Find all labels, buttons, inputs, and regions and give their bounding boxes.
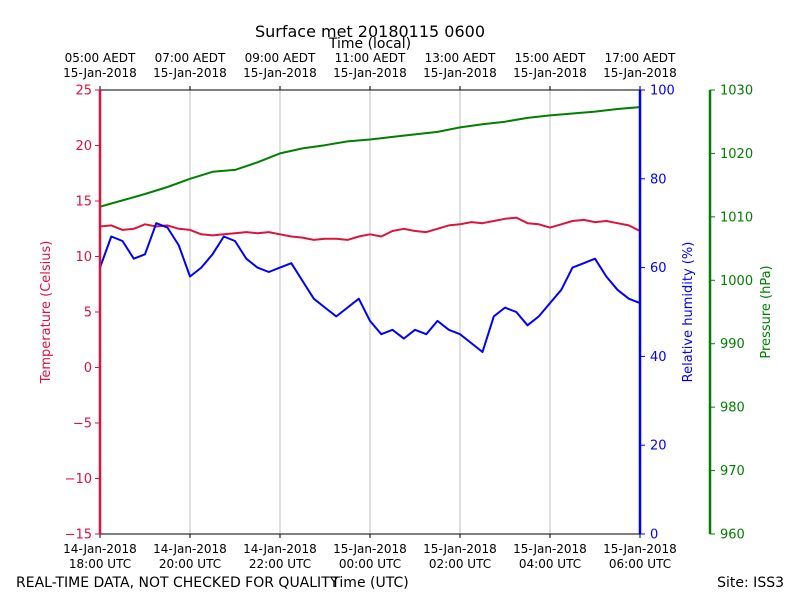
y-tick-label: 20 xyxy=(75,139,92,154)
x-tick-label-time: 02:00 UTC xyxy=(429,557,491,571)
top-tick-label-time: 13:00 AEDT xyxy=(425,51,496,65)
top-tick-label-time: 07:00 AEDT xyxy=(155,51,226,65)
y-tick-label: −15 xyxy=(65,528,92,543)
series-line-1 xyxy=(99,222,641,353)
y-tick-label: 80 xyxy=(650,172,667,187)
x-tick-label-time: 00:00 UTC xyxy=(339,557,401,571)
y-tick-label: −5 xyxy=(73,417,92,432)
x-axis-label: Time (UTC) xyxy=(330,575,408,591)
y-tick-label: 990 xyxy=(720,337,745,352)
gridlines xyxy=(189,90,551,534)
top-tick-label-time: 11:00 AEDT xyxy=(335,51,406,65)
x-tick-label-time: 22:00 UTC xyxy=(249,557,311,571)
x-tick-label-time: 06:00 UTC xyxy=(609,557,671,571)
top-tick-label-time: 15:00 AEDT xyxy=(515,51,586,65)
top-tick-label-date: 15-Jan-2018 xyxy=(333,66,407,80)
y-tick-label: 100 xyxy=(650,84,675,99)
y-axis-label-0: Temperature (Celsius) xyxy=(39,241,54,385)
y-axis-label-2: Pressure (hPa) xyxy=(759,265,774,358)
top-tick-label-date: 15-Jan-2018 xyxy=(243,66,317,80)
series-line-0 xyxy=(99,216,641,241)
y-tick-label: 970 xyxy=(720,464,745,479)
y-tick-label: 980 xyxy=(720,401,745,416)
y-tick-label: 1030 xyxy=(720,84,753,99)
series-line-2 xyxy=(99,106,641,208)
x-tick-label-date: 15-Jan-2018 xyxy=(513,542,587,556)
x-tick-label-date: 14-Jan-2018 xyxy=(153,542,227,556)
x-tick-label-date: 14-Jan-2018 xyxy=(243,542,317,556)
top-tick-label-date: 15-Jan-2018 xyxy=(153,66,227,80)
y-tick-label: 960 xyxy=(720,528,745,543)
x-tick-label-date: 15-Jan-2018 xyxy=(423,542,497,556)
y-tick-label: 60 xyxy=(650,261,667,276)
top-tick-label-date: 15-Jan-2018 xyxy=(603,66,677,80)
x-tick-label-time: 18:00 UTC xyxy=(69,557,131,571)
chart-title: Surface met 20180115 0600 xyxy=(255,22,485,41)
y-tick-label: 1000 xyxy=(720,274,753,289)
top-tick-label-date: 15-Jan-2018 xyxy=(513,66,587,80)
series-layer xyxy=(99,106,641,353)
x-tick-label-date: 14-Jan-2018 xyxy=(63,542,137,556)
footer-site: Site: ISS3 xyxy=(717,575,784,591)
y-tick-label: −10 xyxy=(65,472,92,487)
top-tick-label-date: 15-Jan-2018 xyxy=(63,66,137,80)
top-tick-label-time: 05:00 AEDT xyxy=(65,51,136,65)
y-tick-label: 40 xyxy=(650,350,667,365)
top-tick-label-time: 17:00 AEDT xyxy=(605,51,676,65)
top-axis-label: Time (local) xyxy=(328,36,411,52)
x-tick-label-time: 20:00 UTC xyxy=(159,557,221,571)
top-tick-label-date: 15-Jan-2018 xyxy=(423,66,497,80)
y-tick-label: 25 xyxy=(75,84,92,99)
y-tick-label: 0 xyxy=(84,361,92,376)
y-tick-label: 20 xyxy=(650,439,667,454)
y-tick-label: 5 xyxy=(84,306,92,321)
y-axis-label-1: Relative humidity (%) xyxy=(681,242,696,383)
y-tick-label: 0 xyxy=(650,528,658,543)
footer-quality-note: REAL-TIME DATA, NOT CHECKED FOR QUALITY xyxy=(16,575,339,591)
y-tick-label: 15 xyxy=(75,195,92,210)
top-tick-label-time: 09:00 AEDT xyxy=(245,51,316,65)
y-tick-label: 1020 xyxy=(720,147,753,162)
x-tick-label-time: 04:00 UTC xyxy=(519,557,581,571)
y-tick-label: 1010 xyxy=(720,210,753,225)
y-tick-label: 10 xyxy=(75,250,92,265)
x-tick-label-date: 15-Jan-2018 xyxy=(333,542,407,556)
x-tick-label-date: 15-Jan-2018 xyxy=(603,542,677,556)
